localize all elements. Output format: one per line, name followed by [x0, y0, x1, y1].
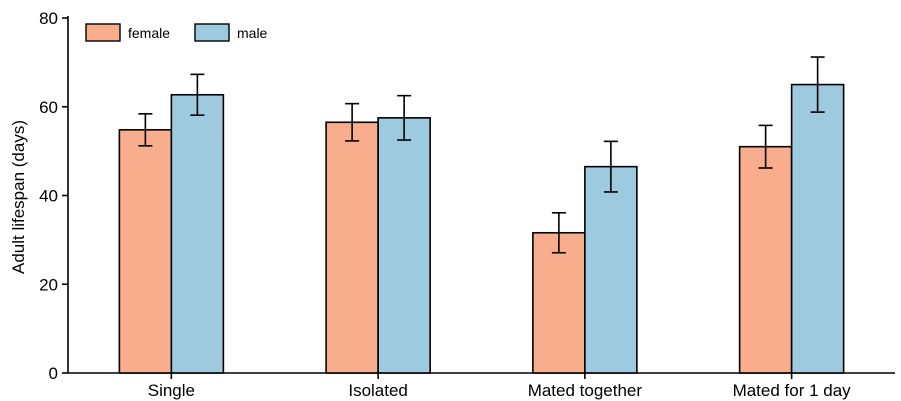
y-tick-label: 0 [49, 364, 58, 383]
bar-male [790, 83, 845, 374]
x-tick-label: Isolated [348, 381, 408, 400]
legend-label-male: male [237, 25, 268, 41]
y-axis-title: Adult lifespan (days) [9, 120, 28, 274]
x-tick-label: Single [148, 381, 195, 400]
bar-female [532, 231, 586, 374]
y-tick-label: 80 [39, 9, 58, 28]
error-bars [138, 56, 825, 254]
bars [118, 83, 845, 374]
bar-female [118, 129, 173, 374]
axes: 0 20 40 60 80 Single Isolated Mated together Mat… [39, 9, 895, 400]
bar-male [584, 165, 638, 374]
y-tick-label: 60 [39, 98, 58, 117]
x-tick-label: Mated together [528, 381, 643, 400]
y-tick-label: 20 [39, 275, 58, 294]
bar-female [738, 145, 793, 374]
y-tick-label: 40 [39, 187, 58, 206]
x-tick-label: Mated for 1 day [733, 381, 852, 400]
legend-label-female: female [128, 25, 170, 41]
legend-swatch-male [194, 23, 230, 42]
legend-swatch-female [85, 23, 121, 42]
bar-male [377, 117, 431, 374]
bar-male [170, 93, 225, 374]
legend: female male [85, 23, 268, 42]
bar-female [325, 121, 379, 374]
